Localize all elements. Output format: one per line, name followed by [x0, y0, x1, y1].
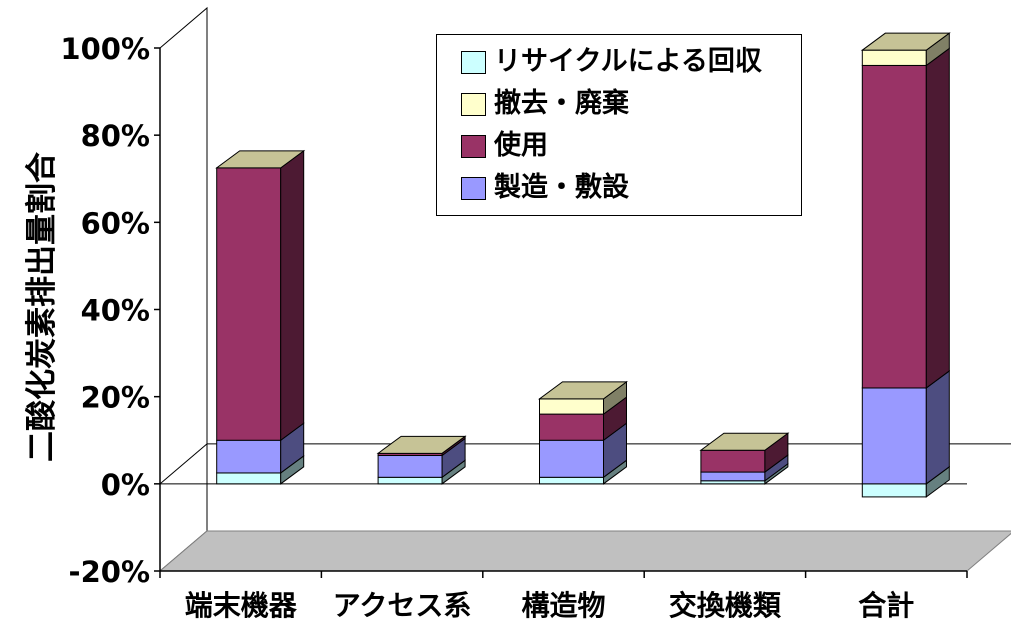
legend-swatch-removal	[461, 92, 486, 116]
y-tick-label: 60%	[81, 206, 150, 240]
x-tick-label: 構造物	[521, 589, 605, 622]
bar-top	[215, 150, 306, 169]
floor	[158, 530, 1011, 572]
y-axis: -20% 0% 20% 40% 60% 80% 100%	[60, 32, 161, 589]
bar-segment-front	[539, 398, 604, 415]
legend-item-removal: 撤去・廃棄	[461, 85, 629, 123]
bar-group	[699, 432, 790, 485]
legend-label-removal: 撤去・廃棄	[494, 88, 629, 119]
bar-segment-front	[700, 449, 766, 473]
bar-group	[376, 435, 467, 485]
bar-segment-front	[539, 413, 604, 441]
x-tick-label: 交換機類	[669, 589, 782, 622]
bar-segment-side	[925, 47, 950, 389]
bar-top	[537, 381, 629, 400]
y-tick-label: -20%	[69, 555, 150, 589]
bar-segment-front	[216, 439, 282, 474]
back-wall	[207, 8, 1011, 531]
legend-swatch-recycling	[461, 50, 486, 74]
zero-line-side	[159, 443, 208, 485]
y-axis-title: 二酸化炭素排出量割合	[24, 152, 60, 462]
bar-segment-front	[539, 476, 604, 485]
y-tick-label: 100%	[60, 32, 150, 66]
x-tick-label: アクセス系	[333, 589, 472, 622]
x-axis: 端末機器 アクセス系 構造物 交換機類 合計	[159, 570, 968, 622]
legend-swatch-use	[461, 134, 486, 158]
bar-segment-side	[280, 149, 305, 442]
side-wall	[159, 6, 208, 573]
bar-segment-front	[539, 439, 604, 478]
y-tick-label: 20%	[81, 381, 150, 415]
bar-group	[860, 32, 951, 498]
bar-top	[376, 435, 467, 454]
bar-segment-front	[700, 471, 766, 482]
x-tick-label: 合計	[858, 589, 914, 622]
bar-group	[537, 380, 629, 485]
legend-label-recycling: リサイクルによる回収	[494, 46, 762, 77]
legend-item-recycling: リサイクルによる回収	[461, 43, 762, 81]
bar-segment-front	[861, 483, 927, 498]
bar-group	[215, 149, 306, 485]
bars	[215, 32, 951, 498]
y-tick-label: 80%	[81, 119, 150, 153]
bar-top	[699, 432, 790, 451]
x-tick-label: 端末機器	[185, 589, 298, 622]
bar-segment-front	[216, 167, 282, 441]
bar-segment-front	[216, 472, 282, 485]
legend-swatch-manufacture	[461, 176, 486, 200]
y-tick-label: 40%	[81, 294, 150, 328]
bar-segment-front	[861, 64, 927, 389]
legend-label-use: 使用	[494, 130, 548, 161]
legend-label-manufacture: 製造・敷設	[494, 172, 629, 203]
y-tick-label: 0%	[101, 468, 150, 502]
bar-top	[860, 32, 951, 51]
bar-segment-front	[861, 49, 927, 66]
legend-item-manufacture: 製造・敷設	[461, 169, 629, 207]
legend: リサイクルによる回収 撤去・廃棄 使用 製造・敷設	[436, 34, 802, 216]
bar-segment-side	[925, 369, 950, 485]
legend-item-use: 使用	[461, 127, 548, 165]
bar-segment-front	[377, 476, 443, 485]
chart-walls	[158, 6, 1011, 573]
bar-segment-front	[861, 387, 927, 485]
bar-segment-front	[377, 455, 443, 478]
